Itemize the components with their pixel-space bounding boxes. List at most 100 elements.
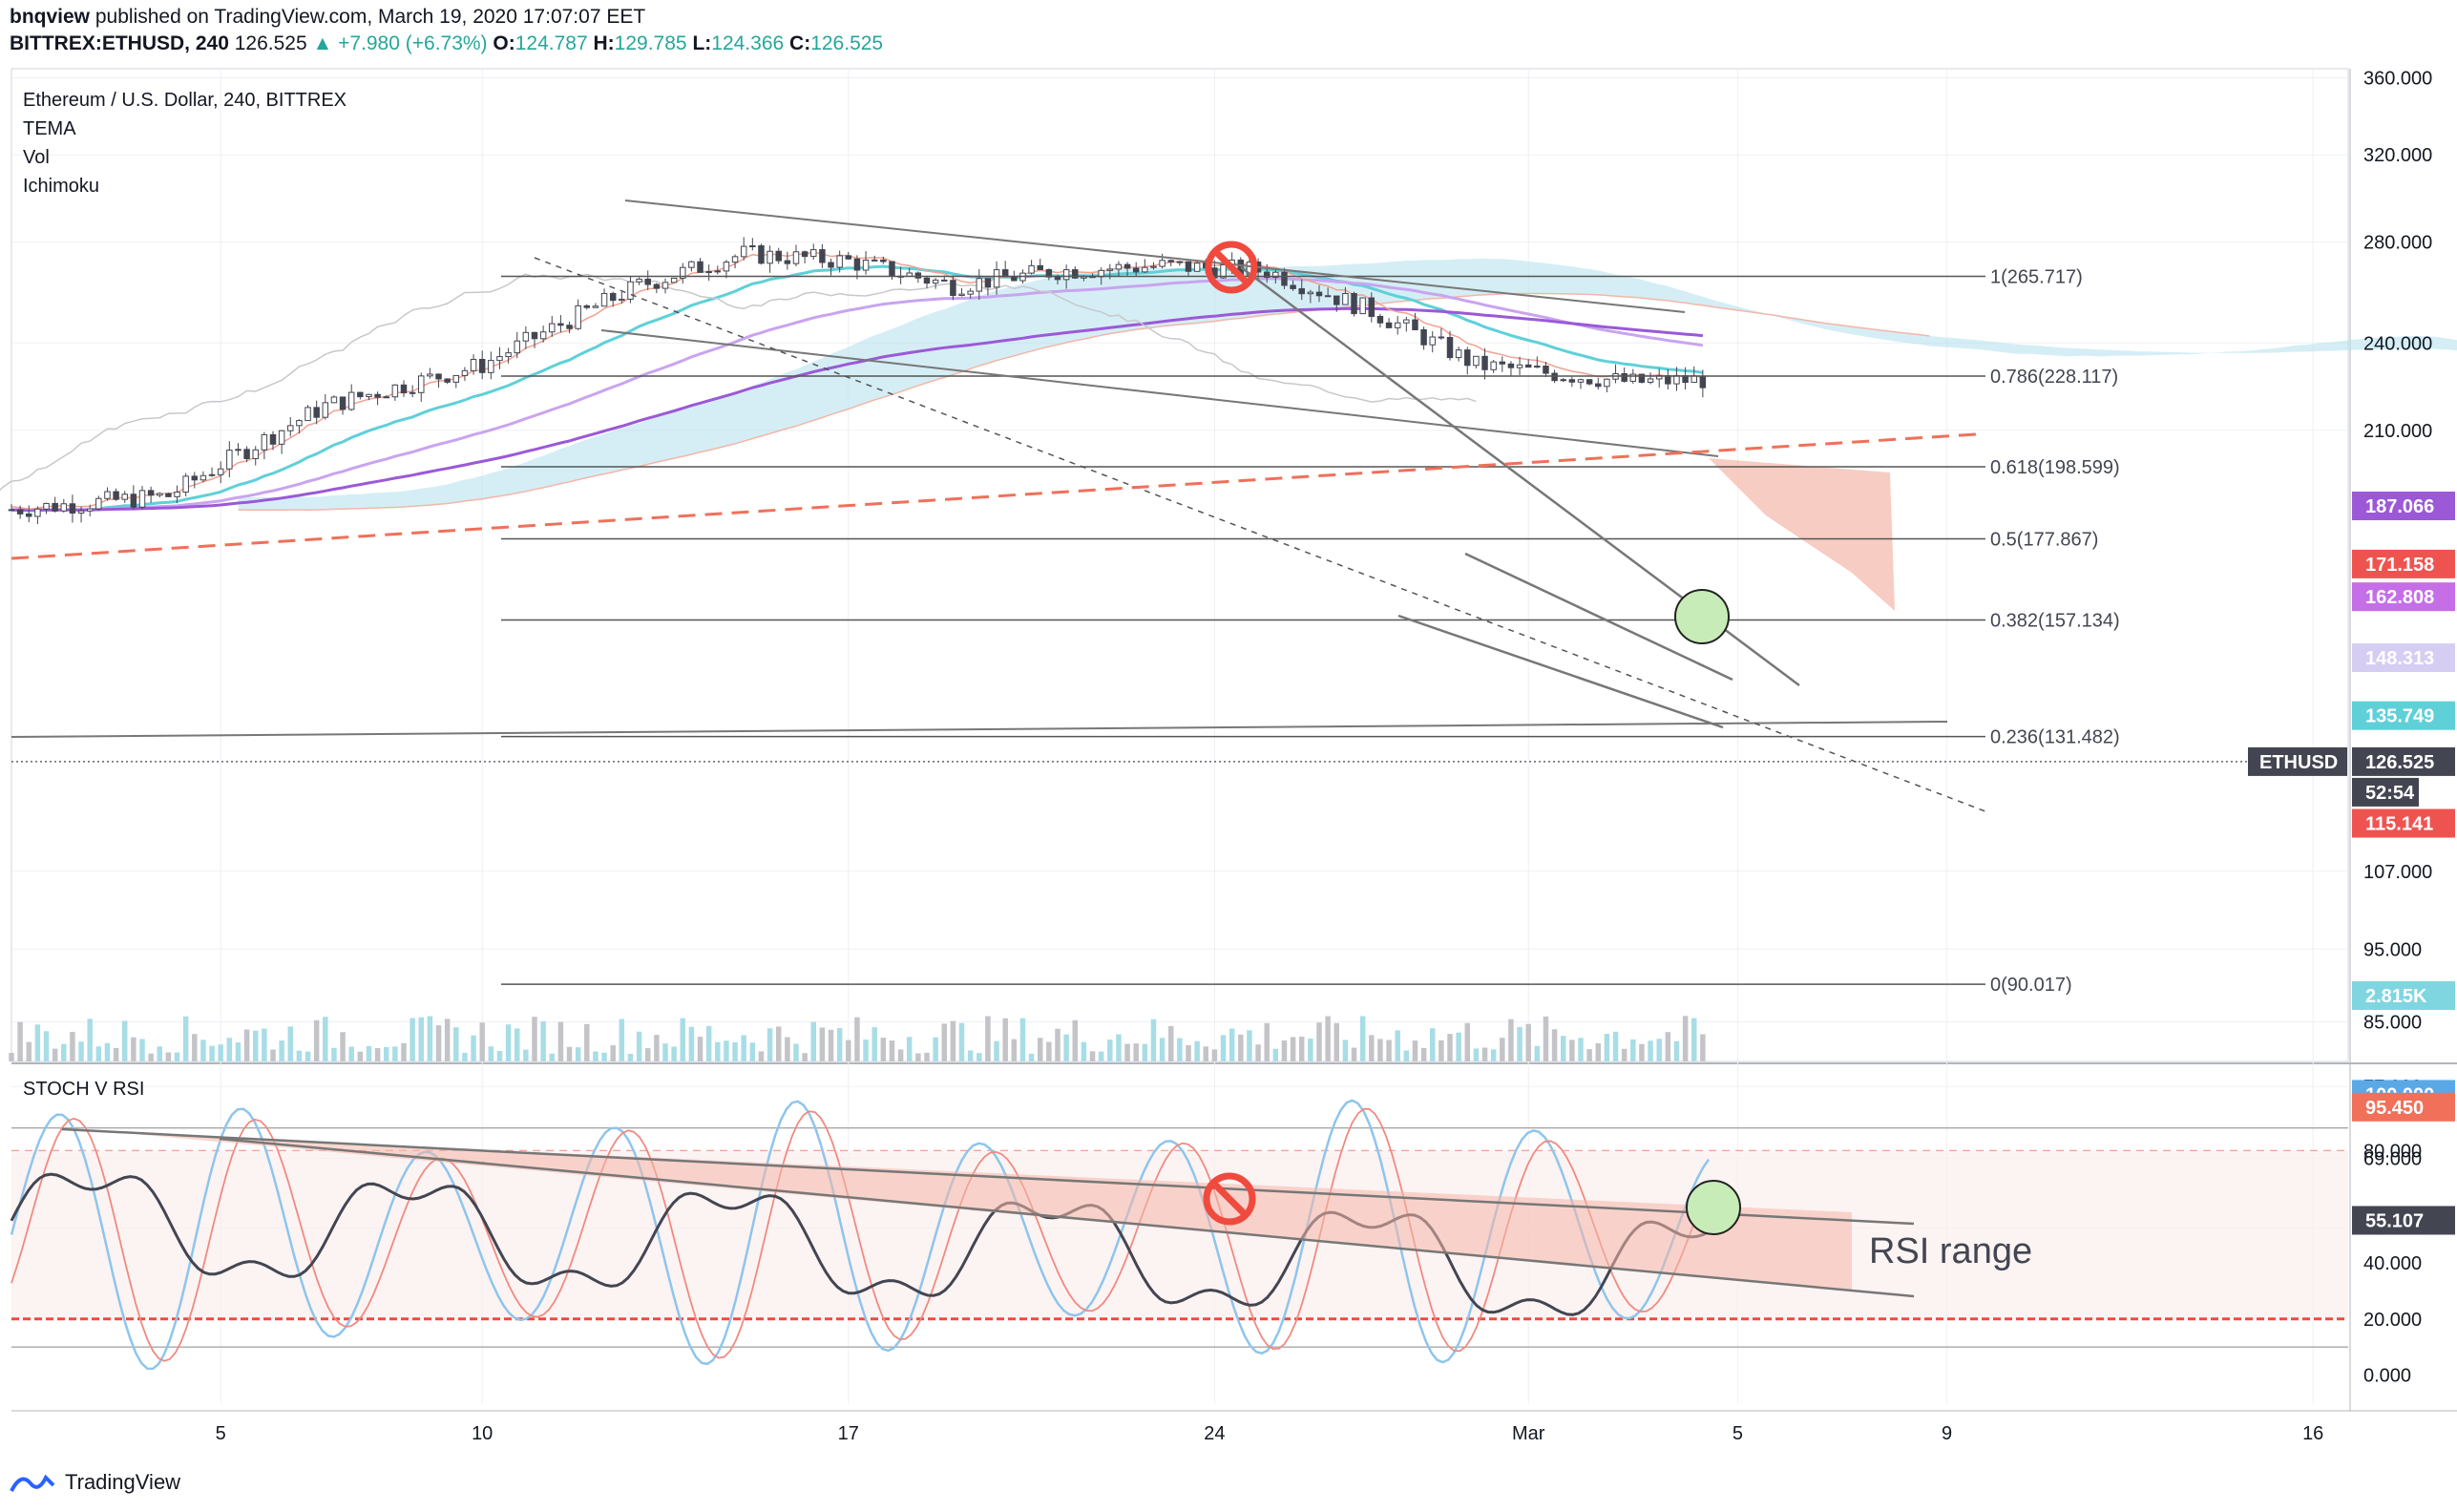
volume-bar — [1290, 1037, 1296, 1061]
volume-bar — [688, 1026, 695, 1061]
volume-bar — [1395, 1030, 1400, 1061]
countdown-badge-text: 52:54 — [2365, 783, 2415, 804]
tradingview-name: TradingView — [65, 1470, 181, 1494]
volume-bar — [854, 1017, 860, 1061]
volume-bar — [182, 1016, 189, 1061]
osc-badge-text: 95.450 — [2365, 1098, 2424, 1119]
candle-body — [1473, 355, 1480, 367]
volume-bar — [1560, 1036, 1566, 1061]
volume-bar — [1316, 1022, 1322, 1061]
candle-body — [845, 255, 852, 260]
candle-body — [60, 503, 68, 512]
candle-body — [1342, 293, 1349, 305]
fib-level-label: 0.382(157.134) — [1990, 610, 2120, 631]
volume-bar — [872, 1027, 877, 1061]
volume-bar — [496, 1051, 503, 1061]
ma-lilac-line — [10, 277, 1704, 513]
time-tick-label: Mar — [1512, 1423, 1545, 1444]
ohlc-line: BITTREX:ETHUSD, 240 126.525 ▲ +7.980 (+6… — [10, 31, 1441, 57]
volume-bar — [715, 1041, 721, 1061]
legend-title[interactable]: Ethereum / U.S. Dollar, 240, BITTREX — [23, 90, 347, 111]
volume-bar — [1238, 1034, 1244, 1061]
open-label: O: — [493, 32, 515, 54]
candle-body — [697, 261, 704, 273]
candle-body — [714, 270, 722, 273]
volume-bar — [1403, 1050, 1410, 1061]
candle-body — [1124, 263, 1131, 269]
candle-body — [261, 433, 268, 451]
price-badge-bg — [2352, 582, 2455, 612]
candle-body — [1106, 268, 1114, 271]
candle-body — [723, 262, 730, 272]
candle-body — [828, 262, 834, 268]
candle-body — [575, 304, 581, 329]
candle-body — [627, 281, 634, 300]
volume-bar — [662, 1043, 668, 1061]
volume-bar — [1063, 1034, 1069, 1061]
volume-bar — [1648, 1040, 1653, 1061]
candle-body — [505, 352, 512, 358]
candle-body — [200, 474, 207, 481]
volume-bar — [174, 1052, 180, 1061]
volume-bar — [1228, 1028, 1235, 1061]
candle-body — [121, 494, 128, 500]
price-tick-label: 85.000 — [2363, 1012, 2422, 1033]
countdown-badge-bg — [2352, 777, 2419, 807]
volume-bar — [218, 1044, 223, 1061]
volume-bar — [1578, 1038, 1584, 1061]
volume-bar — [1534, 1045, 1541, 1061]
candle-body — [1359, 297, 1366, 315]
candle-body — [217, 468, 224, 475]
price-tick-label: 210.000 — [2363, 421, 2432, 442]
wedge-top — [1464, 552, 1733, 682]
candle-body — [452, 374, 460, 383]
stoch-d-line — [10, 1107, 1710, 1362]
volume-bar — [1046, 1041, 1052, 1061]
volume-bar — [1612, 1031, 1619, 1061]
tradingview-logo-icon — [10, 1474, 55, 1492]
tradingview-branding[interactable]: TradingView — [10, 1470, 180, 1495]
price-badge-text: 171.158 — [2365, 555, 2434, 576]
volume-bar — [1081, 1041, 1087, 1061]
candle-body — [592, 305, 599, 308]
price-tick-label: 240.000 — [2363, 333, 2432, 354]
candle-body — [801, 251, 808, 258]
legend-tema[interactable]: TEMA — [23, 118, 76, 139]
legend-vol[interactable]: Vol — [23, 147, 50, 168]
candle-body — [366, 393, 372, 398]
symbol-label[interactable]: BITTREX:ETHUSD, 240 — [10, 32, 229, 54]
candle-body — [1132, 267, 1140, 273]
candle-body — [1167, 260, 1174, 262]
candle-body — [339, 396, 346, 410]
volume-bar — [1586, 1049, 1592, 1061]
candle-body — [1595, 383, 1602, 388]
volume-bar — [1543, 1016, 1549, 1061]
candle-body — [566, 325, 573, 329]
candle-body — [619, 298, 625, 302]
ichimoku-cloud — [238, 259, 2457, 611]
volume-bar — [43, 1031, 50, 1061]
volume-bar — [462, 1052, 468, 1061]
price-badge-text: 148.313 — [2365, 648, 2434, 669]
volume-bar — [644, 1048, 651, 1061]
candle-body — [26, 513, 32, 517]
candle-body — [1490, 361, 1497, 370]
candle-body — [889, 261, 895, 277]
volume-bar — [165, 1052, 172, 1061]
candle-body — [1534, 366, 1541, 368]
volume-bar — [243, 1029, 250, 1061]
volume-bar — [557, 1021, 564, 1061]
candle-body — [680, 266, 686, 279]
time-axis[interactable]: 5101724Mar59162327Apr — [216, 1423, 2457, 1444]
volume-bar — [435, 1025, 442, 1061]
time-tick-label: 17 — [838, 1423, 859, 1444]
rsi-range-annotation[interactable]: RSI range — [1869, 1231, 2033, 1271]
volume-bar — [1429, 1028, 1436, 1061]
legend-ichimoku[interactable]: Ichimoku — [23, 176, 100, 197]
candle-body — [1263, 271, 1270, 278]
volume-bar — [1011, 1039, 1018, 1061]
oscillator-title[interactable]: STOCH V RSI — [23, 1079, 145, 1100]
publisher-name[interactable]: bnqview — [10, 6, 91, 28]
cloud-span-b — [238, 292, 1930, 512]
